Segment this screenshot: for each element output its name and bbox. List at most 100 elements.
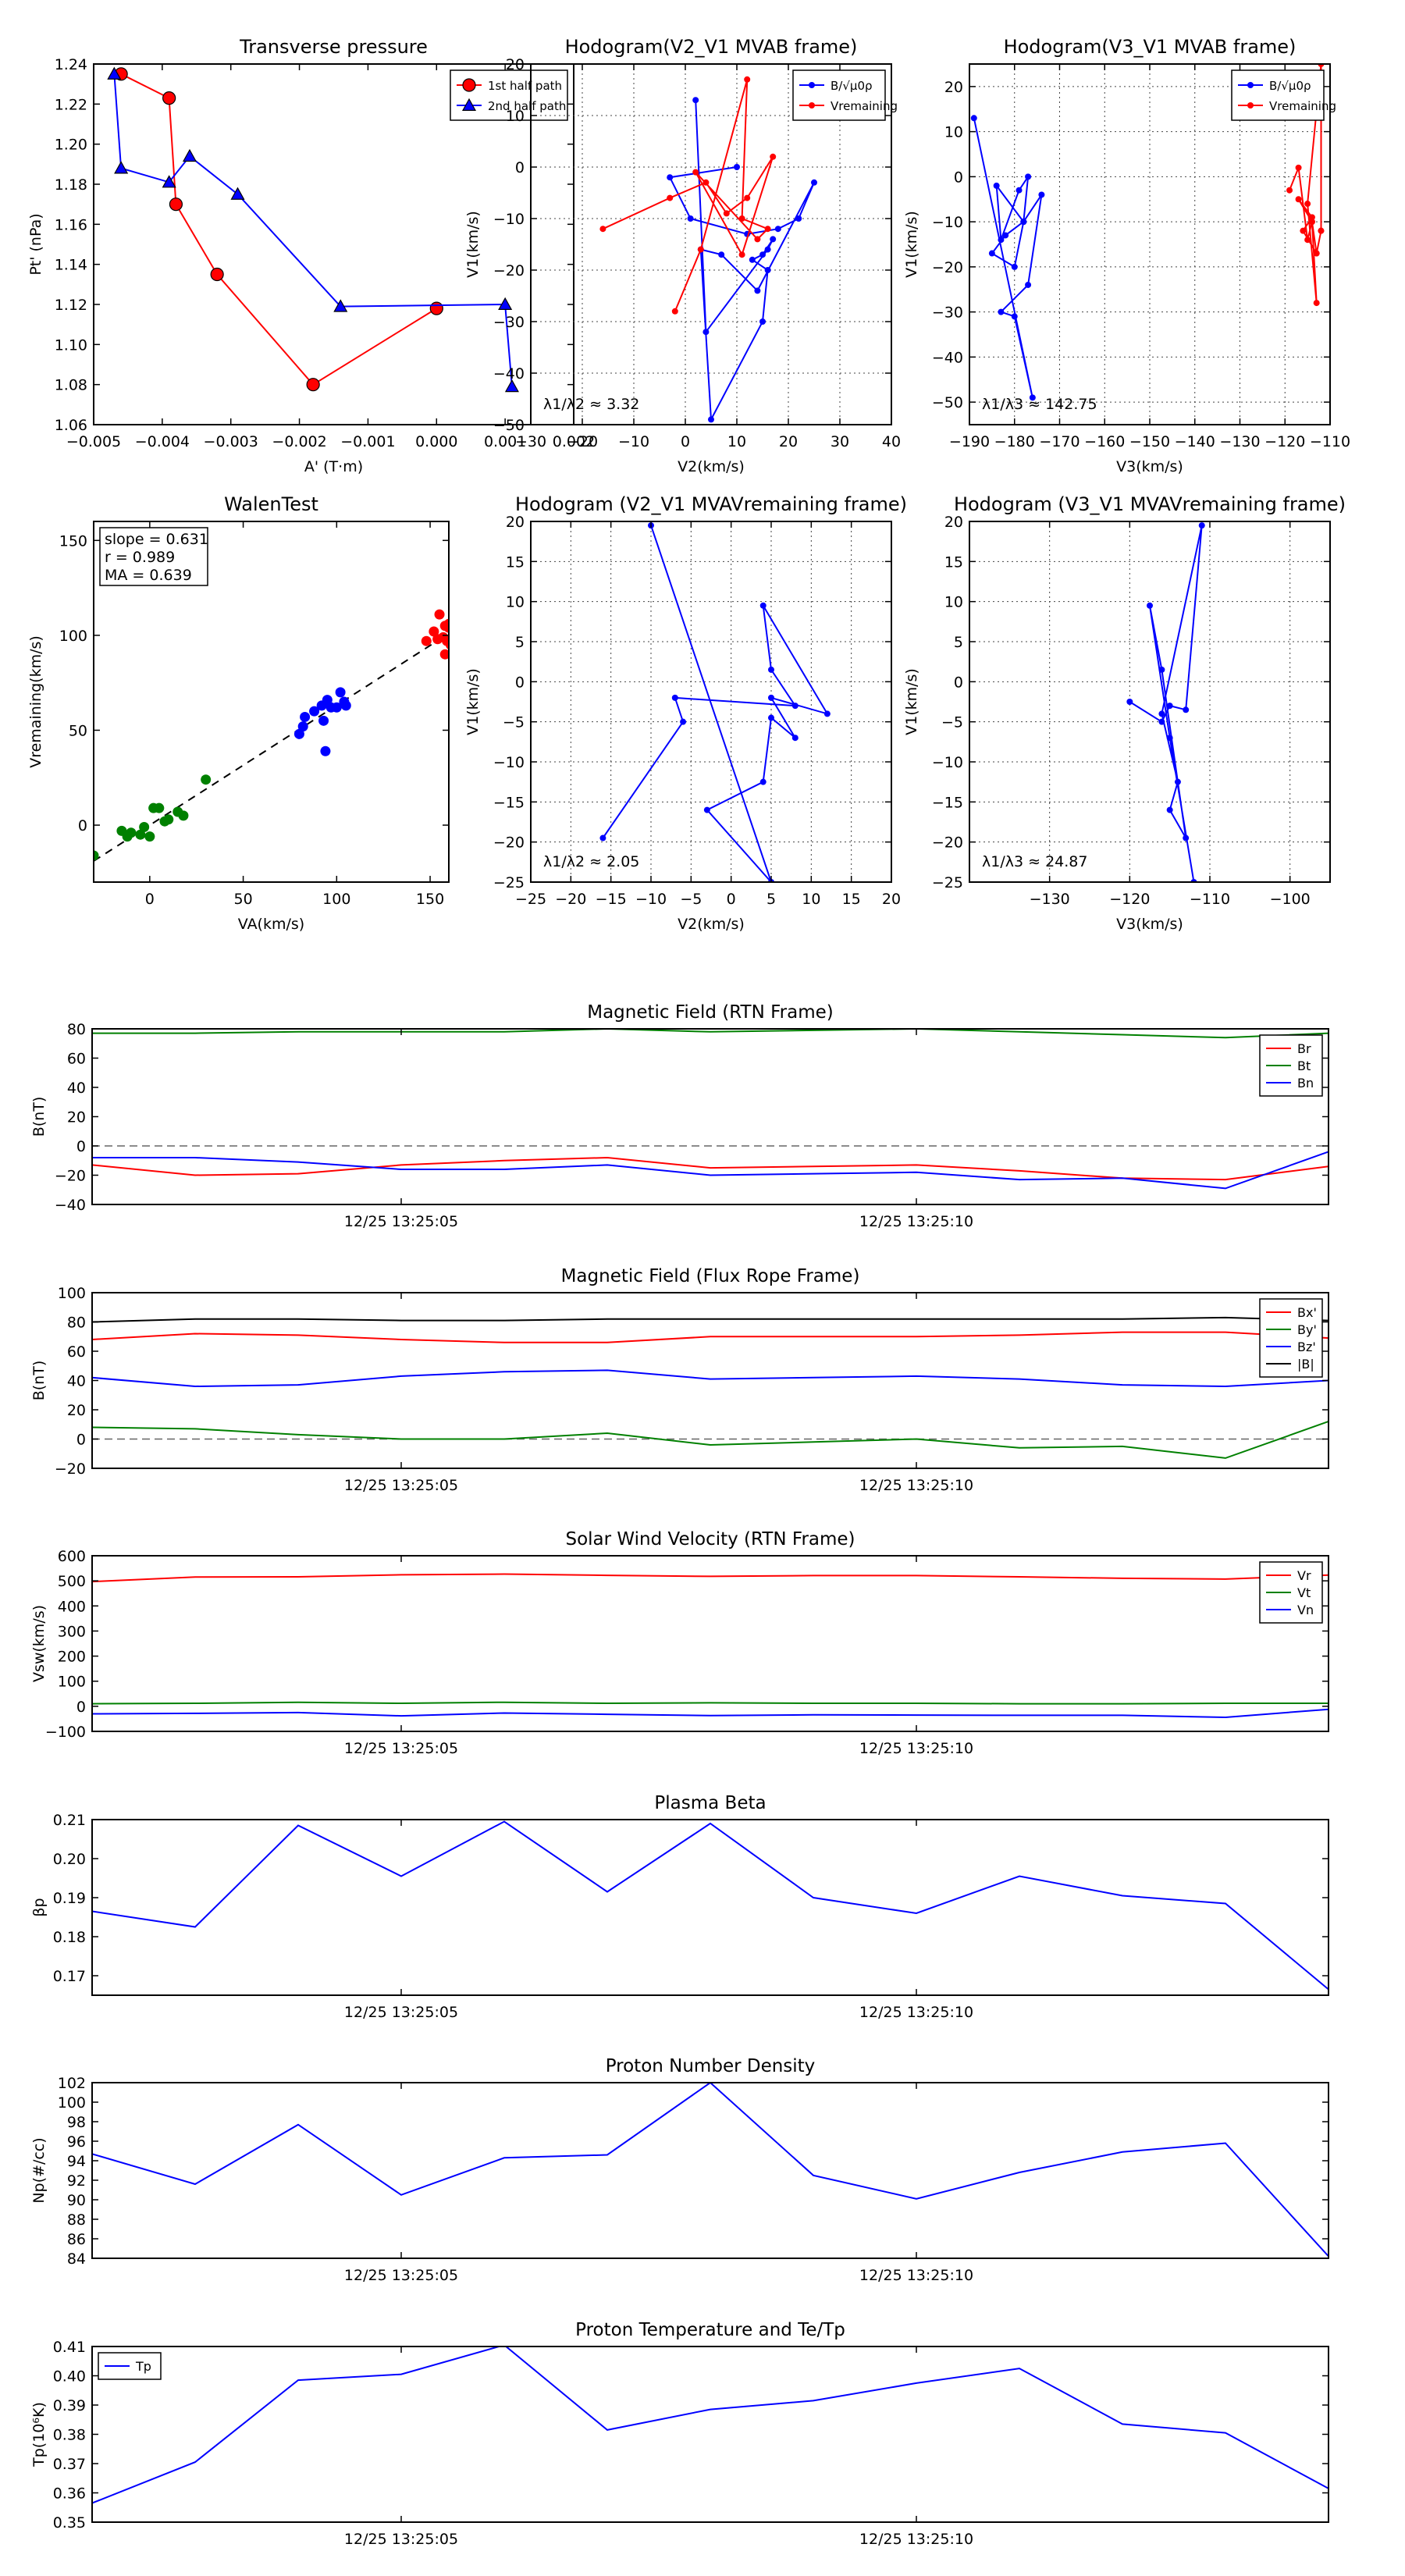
data-point	[1147, 602, 1153, 609]
y-tick-label: 100	[58, 1674, 86, 1691]
x-tick-label: −20	[555, 891, 586, 908]
series-line	[92, 1029, 1329, 1039]
legend-item: Vremaining	[799, 99, 898, 113]
data-point	[1020, 219, 1027, 226]
x-tick-label: 0.002	[553, 433, 595, 450]
y-tick-label: 10	[944, 594, 963, 611]
series-green	[94, 774, 212, 861]
data-point	[1318, 227, 1325, 234]
series-group	[599, 76, 817, 423]
data-point	[1198, 522, 1205, 529]
y-tick-label: 94	[67, 2153, 86, 2170]
y-tick-label: 96	[67, 2133, 86, 2151]
y-tick-label: −10	[932, 214, 963, 231]
x-tick-label: 15	[842, 891, 861, 908]
series-group	[92, 1316, 1329, 1459]
y-tick-label: 0.39	[53, 2397, 86, 2414]
y-tick-label: 0	[76, 1138, 86, 1155]
x-tick-label: −130	[1219, 433, 1260, 450]
x-tick-label: 12/25 13:25:10	[859, 2267, 973, 2284]
data-point	[791, 703, 799, 710]
series-red	[421, 609, 449, 660]
x-tick-label: −0.003	[204, 433, 258, 450]
data-point	[421, 635, 432, 646]
data-point	[1126, 699, 1133, 705]
data-point	[770, 153, 777, 160]
data-point	[333, 299, 348, 312]
data-point	[1300, 227, 1307, 234]
series-line	[92, 2347, 1329, 2504]
data-point	[1038, 191, 1045, 198]
series-np	[92, 2083, 1329, 2258]
data-point	[504, 379, 519, 393]
y-tick-label: −10	[932, 754, 963, 771]
x-tick-label: −10	[618, 433, 649, 450]
series-line	[92, 1316, 1329, 1323]
series-line	[92, 1701, 1329, 1705]
y-tick-label: 0.20	[53, 1851, 86, 1868]
y-tick-label: −50	[932, 394, 963, 411]
y-tick-label: 0.37	[53, 2456, 86, 2473]
x-tick-label: 20	[779, 433, 798, 450]
data-point	[970, 115, 977, 122]
stats-line: MA = 0.639	[105, 567, 192, 584]
axes-frame	[969, 521, 1331, 883]
y-tick-label: −25	[493, 874, 525, 891]
x-tick-label: 12/25 13:25:05	[344, 1477, 458, 1494]
y-tick-label: 0.40	[53, 2368, 86, 2386]
x-tick-label: 12/25 13:25:05	[344, 2267, 458, 2284]
y-tick-label: 20	[67, 1402, 86, 1419]
series-line	[92, 1421, 1329, 1459]
data-point	[667, 194, 674, 201]
data-point	[759, 318, 766, 325]
series-group	[92, 1029, 1329, 1190]
x-tick-label: −120	[1264, 433, 1305, 450]
y-tick-label: 0.36	[53, 2485, 86, 2503]
x-axis-label: A' (T·m)	[304, 458, 363, 475]
x-axis-label: VA(km/s)	[238, 916, 304, 933]
data-point	[443, 618, 449, 629]
legend-label: |B|	[1297, 1357, 1314, 1372]
y-tick-label: −20	[55, 1461, 86, 1478]
series-trace	[1126, 522, 1205, 882]
data-point	[708, 416, 714, 423]
data-point	[300, 711, 311, 722]
y-tick-label: 0.19	[53, 1890, 86, 1907]
y-tick-label: 300	[58, 1623, 86, 1640]
data-point	[1247, 102, 1254, 109]
y-tick-label: 88	[67, 2211, 86, 2229]
data-point	[811, 179, 817, 186]
data-point	[331, 702, 342, 713]
series-line	[120, 73, 437, 386]
x-tick-label: 50	[233, 891, 252, 908]
legend-label: 2nd half path	[488, 99, 566, 113]
stats-box	[99, 527, 208, 586]
legend-item: 1st half path	[457, 78, 562, 93]
legend-item: Tp	[105, 2359, 151, 2374]
legend-label: Bn	[1297, 1076, 1314, 1091]
chart-beta: Plasma Beta 12/25 13:25:05 12/25 13:25:10 0…	[30, 1793, 1329, 2021]
data-point	[293, 728, 304, 739]
y-tick-label: 0	[954, 169, 963, 186]
y-tick-label: 0	[515, 674, 525, 691]
legend-item: 2nd half path	[457, 98, 566, 113]
chart-title: Proton Number Density	[606, 2056, 816, 2076]
x-tick-label: −140	[1175, 433, 1215, 450]
y-tick-label: 92	[67, 2172, 86, 2190]
legend-label: Vr	[1297, 1568, 1311, 1583]
y-tick-label: −30	[932, 304, 963, 322]
legend: 1st half path 2nd half path	[450, 69, 568, 121]
series-line	[92, 1573, 1329, 1583]
eigenvalue-ratio-label: λ1/λ3 ≈ 24.87	[982, 853, 1087, 870]
series-line	[92, 1369, 1329, 1388]
y-tick-label: 100	[58, 2094, 86, 2112]
x-tick-label: −130	[1030, 891, 1070, 908]
data-point	[1304, 201, 1311, 208]
legend-item: Bn	[1266, 1076, 1314, 1091]
series-line	[973, 118, 1043, 398]
series-bn	[92, 1151, 1329, 1190]
data-point	[988, 250, 995, 257]
series-line	[113, 73, 513, 387]
series-group	[92, 2347, 1329, 2504]
y-axis-label: V1(km/s)	[903, 211, 920, 278]
